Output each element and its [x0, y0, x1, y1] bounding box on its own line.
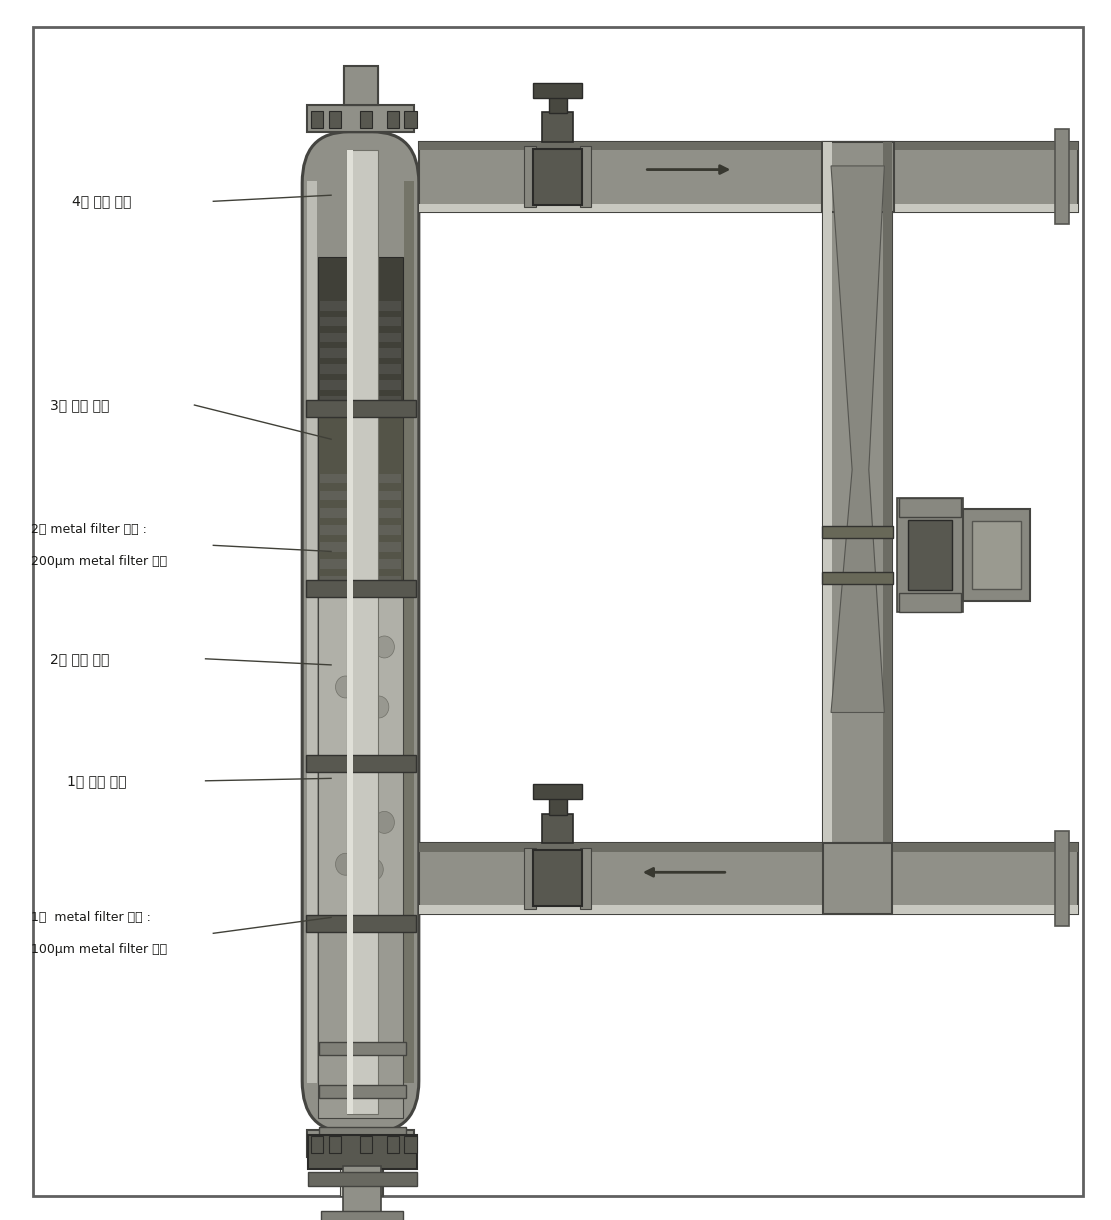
Bar — [329, 1136, 341, 1153]
Bar — [419, 905, 1078, 914]
Circle shape — [336, 676, 356, 698]
Bar — [823, 142, 832, 847]
Bar — [908, 520, 952, 590]
Bar — [318, 597, 403, 767]
Bar — [1055, 129, 1069, 224]
Bar — [320, 381, 401, 390]
Bar — [320, 365, 401, 375]
Text: 3차 여과 구역: 3차 여과 구역 — [50, 398, 109, 412]
Bar — [311, 1136, 323, 1153]
Bar — [524, 848, 536, 909]
Bar — [533, 784, 582, 799]
Bar — [347, 150, 378, 1114]
Bar — [341, 1157, 383, 1196]
Bar — [533, 83, 582, 98]
Bar — [318, 417, 403, 592]
Bar — [972, 521, 1021, 589]
Bar — [1055, 831, 1069, 926]
Bar — [343, 1166, 381, 1215]
Bar — [533, 149, 582, 205]
Bar — [318, 257, 403, 412]
Bar — [580, 146, 591, 207]
Bar — [320, 559, 401, 569]
Circle shape — [336, 853, 356, 875]
Bar — [419, 142, 1078, 150]
Circle shape — [369, 695, 389, 717]
Bar — [387, 111, 399, 128]
Bar — [387, 1136, 399, 1153]
Bar — [883, 142, 892, 847]
Bar — [822, 572, 893, 584]
Bar — [344, 66, 378, 105]
Bar — [542, 112, 573, 142]
Bar — [307, 105, 414, 132]
Bar — [319, 1127, 406, 1141]
Bar — [307, 1130, 414, 1157]
Bar — [580, 848, 591, 909]
Bar — [320, 317, 401, 327]
Bar — [307, 181, 317, 1083]
Bar — [899, 498, 961, 517]
Bar — [318, 770, 403, 927]
Bar — [533, 850, 582, 906]
Bar — [822, 526, 893, 538]
Text: 200μm metal filter 사용: 200μm metal filter 사용 — [31, 555, 168, 567]
Bar — [308, 1135, 417, 1169]
Bar — [419, 142, 1078, 212]
Bar — [329, 111, 341, 128]
Circle shape — [374, 636, 394, 658]
FancyBboxPatch shape — [302, 132, 419, 1132]
Bar — [320, 473, 401, 483]
Bar — [306, 915, 416, 932]
Bar — [542, 814, 573, 843]
Bar — [321, 1211, 403, 1220]
Bar — [311, 111, 323, 128]
Bar — [344, 68, 378, 105]
Polygon shape — [831, 166, 884, 712]
Bar — [320, 576, 401, 586]
Bar — [404, 1136, 417, 1153]
Bar — [320, 542, 401, 551]
Bar — [419, 843, 1078, 852]
Bar — [306, 755, 416, 772]
Bar — [404, 181, 414, 1083]
Bar — [549, 793, 567, 815]
Text: 1차  metal filter 적용 :: 1차 metal filter 적용 : — [31, 911, 151, 924]
Bar — [306, 400, 416, 417]
Bar — [320, 490, 401, 500]
Bar — [319, 1085, 406, 1098]
Bar — [306, 580, 416, 597]
Bar — [318, 917, 403, 1118]
Bar — [320, 396, 401, 406]
Bar — [823, 843, 892, 914]
Bar — [404, 111, 417, 128]
Bar — [319, 1042, 406, 1055]
Bar — [897, 498, 963, 612]
Bar — [419, 204, 1078, 212]
Bar — [308, 1172, 417, 1186]
Text: 1차 여과 구역: 1차 여과 구역 — [67, 773, 127, 788]
Bar — [822, 142, 894, 212]
Bar — [524, 146, 536, 207]
Text: 2차 metal filter 적용 :: 2차 metal filter 적용 : — [31, 523, 147, 536]
Bar — [549, 92, 567, 113]
Circle shape — [374, 811, 394, 833]
Bar — [360, 1136, 372, 1153]
Circle shape — [363, 859, 383, 881]
Bar — [360, 111, 372, 128]
Text: 2차 여과 구역: 2차 여과 구역 — [50, 651, 109, 666]
Bar — [320, 525, 401, 534]
Text: 100μm metal filter 사용: 100μm metal filter 사용 — [31, 943, 168, 955]
Bar — [899, 593, 961, 612]
Bar — [347, 150, 353, 1114]
Bar — [320, 301, 401, 311]
Bar — [341, 1157, 348, 1196]
Bar — [320, 349, 401, 359]
Bar — [419, 843, 1078, 914]
Bar — [823, 142, 892, 847]
Bar — [320, 508, 401, 517]
Bar — [320, 333, 401, 343]
Text: 4차 여과 구역: 4차 여과 구역 — [72, 194, 131, 209]
Bar — [963, 509, 1030, 601]
